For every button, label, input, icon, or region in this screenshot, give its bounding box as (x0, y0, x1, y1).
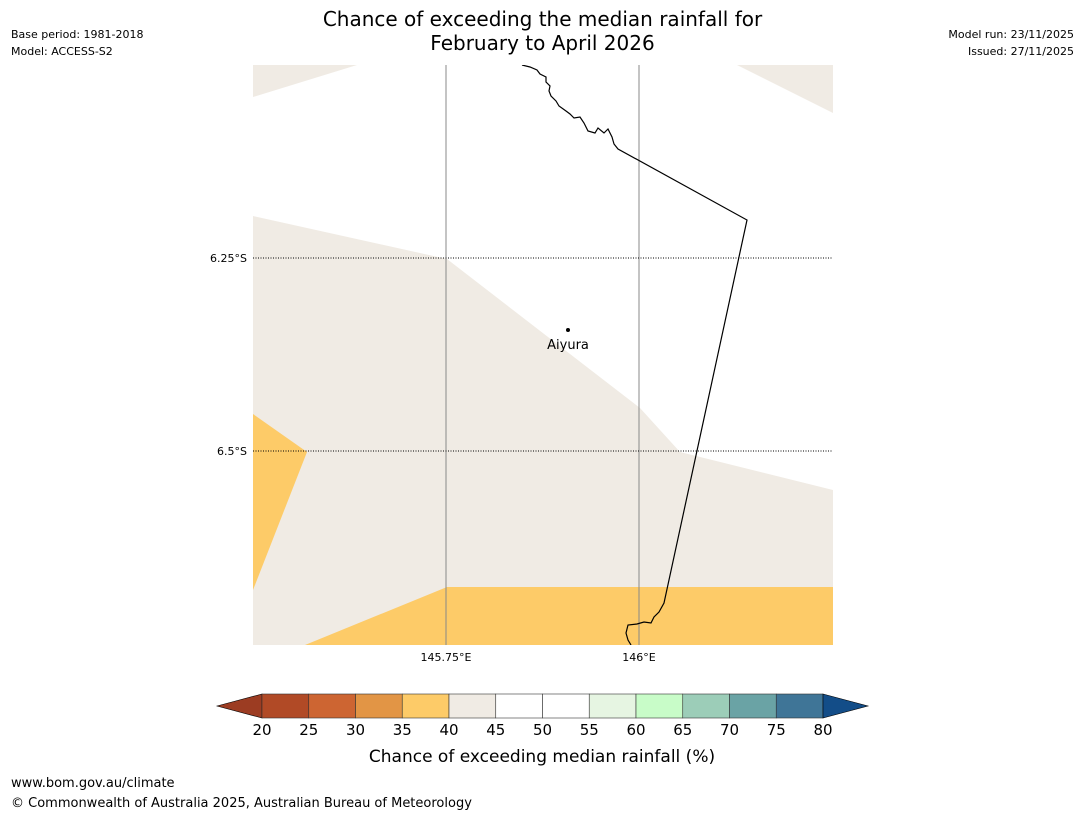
colorbar-segment-70-75 (729, 693, 777, 719)
colorbar-segment-25-30 (308, 693, 356, 719)
colorbar-tick-80: 80 (813, 721, 832, 739)
colorbar-segment-45-50 (495, 693, 543, 719)
colorbar-tick-40: 40 (439, 721, 458, 739)
title-line-1: Chance of exceeding the median rainfall … (322, 7, 763, 31)
title-line-2: February to April 2026 (430, 31, 655, 55)
issued-date: Issued: 27/11/2025 (967, 45, 1074, 58)
colorbar-tick-60: 60 (626, 721, 645, 739)
lat-label-6-5: 6.5°S (217, 445, 247, 458)
colorbar-segment-30-35 (355, 693, 403, 719)
base-period: Base period: 1981-2018 (11, 28, 144, 41)
colorbar-segment-20-25 (261, 693, 310, 719)
colorbar-segment-35-40 (401, 693, 450, 719)
lat-label-6-25: 6.25°S (210, 252, 247, 265)
colorbar-tick-25: 25 (299, 721, 318, 739)
meta-right: Model run: 23/11/2025 Issued: 27/11/2025 (948, 26, 1074, 60)
colorbar-tick-20: 20 (252, 721, 271, 739)
colorbar-tick-75: 75 (767, 721, 786, 739)
lon-label-145-75: 145.75°E (421, 651, 472, 664)
colorbar: 20 25 30 35 40 45 50 55 60 65 70 75 80 Chance of exc… (215, 693, 870, 767)
aiyura-marker[interactable] (566, 328, 570, 332)
colorbar-tick-45: 45 (486, 721, 505, 739)
international-border (521, 65, 748, 645)
region-40-45 (253, 216, 833, 645)
region-40-45-topleft (253, 65, 357, 97)
colorbar-label: Chance of exceeding median rainfall (%) (369, 747, 715, 767)
colorbar-segment-55-60 (588, 693, 637, 719)
chart-title: Chance of exceeding the median rainfall … (0, 7, 1085, 55)
colorbar-left-arrow (215, 693, 263, 719)
region-35-40-left (253, 414, 307, 590)
model-name: Model: ACCESS-S2 (11, 45, 113, 58)
colorbar-tick-70: 70 (720, 721, 739, 739)
colorbar-segment-75-80 (775, 693, 824, 719)
region-40-45-topright (737, 65, 833, 113)
footer-copyright: © Commonwealth of Australia 2025, Austra… (11, 796, 472, 811)
colorbar-segment-50-55 (542, 693, 590, 719)
colorbar-tick-50: 50 (533, 721, 552, 739)
lon-label-146: 146°E (622, 651, 655, 664)
colorbar-tick-55: 55 (580, 721, 599, 739)
colorbar-segment-65-70 (682, 693, 730, 719)
model-run: Model run: 23/11/2025 (948, 28, 1074, 41)
colorbar-tick-65: 65 (673, 721, 692, 739)
colorbar-segment-60-65 (635, 693, 684, 719)
region-35-40-bottom (305, 587, 833, 645)
colorbar-tick-35: 35 (393, 721, 412, 739)
place-label-aiyura: Aiyura (547, 338, 589, 353)
meta-left: Base period: 1981-2018 Model: ACCESS-S2 (11, 26, 143, 60)
colorbar-tick-30: 30 (346, 721, 365, 739)
colorbar-right-arrow (822, 693, 870, 719)
colorbar-segment-40-45 (448, 693, 497, 719)
footer-url[interactable]: www.bom.gov.au/climate (11, 776, 175, 791)
